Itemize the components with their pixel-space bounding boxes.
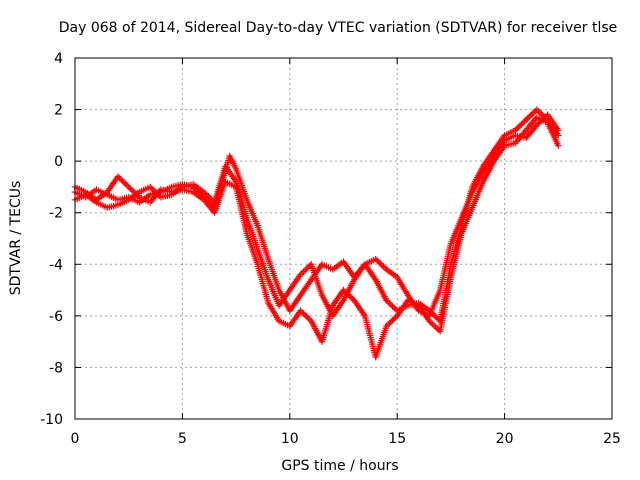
data-point [127, 185, 134, 192]
data-point [390, 315, 398, 323]
data-point [125, 183, 132, 191]
data-point [519, 119, 527, 127]
data-point [430, 322, 438, 329]
data-point [518, 121, 525, 128]
data-point [516, 122, 524, 129]
data-point [433, 325, 441, 332]
data-point [303, 313, 310, 320]
data-point [515, 124, 522, 131]
x-tick-label: 15 [388, 431, 406, 447]
axis-ticks: 0 5 10 15 20 25 -10 -8 -6 -4 -2 0 2 4 [40, 51, 621, 447]
y-tick-label: -4 [49, 257, 63, 273]
plot-frame [74, 57, 613, 420]
data-point [525, 113, 533, 121]
series-track-c [71, 106, 562, 325]
y-tick-label: -6 [49, 309, 63, 325]
x-tick-label: 0 [71, 431, 80, 447]
y-tick-label: -2 [49, 206, 63, 222]
data-point [555, 142, 562, 149]
data-point [529, 110, 536, 118]
data-point [530, 109, 537, 116]
data-point [527, 112, 534, 119]
data-point [119, 177, 126, 185]
x-tick-label: 20 [496, 431, 514, 447]
x-tick-label: 10 [281, 431, 299, 447]
y-axis-label: SDTVAR / TECUs [8, 181, 24, 296]
x-tick-label: 5 [178, 431, 187, 447]
data-point [300, 268, 307, 275]
data-point [386, 320, 393, 327]
data-point [387, 318, 395, 325]
data-point [374, 257, 381, 264]
chart-title: Day 068 of 2014, Sidereal Day-to-day VTE… [59, 20, 618, 36]
data-point [535, 107, 542, 115]
data-point [122, 180, 129, 188]
data-point [555, 132, 562, 139]
x-tick-label: 25 [603, 431, 621, 447]
y-tick-label: 4 [54, 51, 63, 67]
data-point [533, 106, 541, 113]
data-point [128, 186, 135, 194]
series-track-b [71, 114, 562, 361]
y-tick-label: -10 [40, 412, 63, 428]
data-points [71, 106, 562, 361]
data-point [524, 115, 531, 122]
data-point [301, 311, 309, 319]
x-axis-label: GPS time / hours [281, 458, 398, 474]
data-point [305, 264, 312, 271]
data-point [117, 176, 125, 183]
data-point [120, 179, 128, 186]
data-point [301, 266, 309, 274]
y-tick-label: 2 [54, 103, 63, 119]
y-tick-label: 0 [54, 154, 63, 170]
data-point [387, 301, 395, 309]
data-point [389, 303, 396, 310]
data-point [386, 300, 393, 307]
data-point [389, 317, 396, 324]
y-tick-label: -8 [49, 360, 63, 376]
data-point [536, 109, 544, 116]
series-track-a [71, 111, 562, 320]
data-point [522, 116, 530, 124]
data-point [377, 260, 384, 267]
data-point [429, 320, 436, 328]
grid-lines [75, 58, 612, 419]
data-point [123, 182, 131, 189]
data-point [521, 118, 528, 125]
data-point [378, 261, 386, 269]
